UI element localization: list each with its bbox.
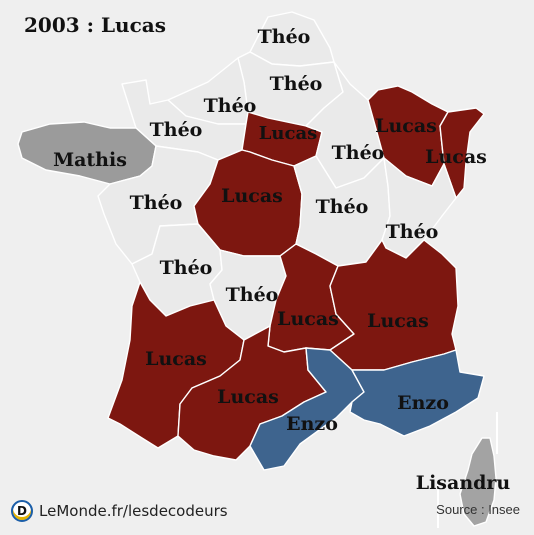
region-label: Lucas — [259, 123, 318, 144]
region-label: Théo — [204, 95, 257, 117]
region-label: Lucas — [375, 115, 437, 137]
region-label: Théo — [316, 196, 369, 218]
region-label: Théo — [160, 257, 213, 279]
region-label: Théo — [332, 142, 385, 164]
source-note: Source : Insee — [436, 502, 520, 517]
region-label: Théo — [130, 192, 183, 214]
region-label: Lucas — [221, 185, 283, 207]
region-labels: Théo Théo Théo Théo Lucas Théo Lucas Luc… — [53, 26, 510, 494]
region-label: Lucas — [277, 308, 339, 330]
region-label: Théo — [150, 119, 203, 141]
region-corse[interactable] — [459, 437, 497, 527]
region-label: Lucas — [425, 146, 487, 168]
region-label: Lisandru — [416, 472, 511, 494]
brand-footer: D LeMonde.fr/lesdecodeurs — [11, 497, 228, 525]
region-label: Enzo — [286, 413, 338, 435]
region-label: Théo — [226, 284, 279, 306]
region-label: Théo — [386, 221, 439, 243]
region-label: Théo — [270, 73, 323, 95]
region-label: Enzo — [397, 392, 449, 414]
region-label: Mathis — [53, 149, 127, 171]
corsica-inset-frame — [437, 412, 498, 528]
brand-link[interactable]: LeMonde.fr/lesdecodeurs — [39, 502, 228, 520]
region-rhone-alpes[interactable] — [329, 239, 459, 371]
region-label: Lucas — [367, 310, 429, 332]
region-label: Théo — [258, 26, 311, 48]
regions-layer — [17, 11, 497, 527]
lemonde-logo-icon: D — [11, 500, 33, 522]
region-provence-alpes-cote-d-azur[interactable] — [349, 349, 485, 437]
region-alsace[interactable] — [439, 107, 485, 199]
region-label: Lucas — [145, 348, 207, 370]
region-label: Lucas — [217, 386, 279, 408]
page-title: 2003 : Lucas — [24, 13, 166, 37]
